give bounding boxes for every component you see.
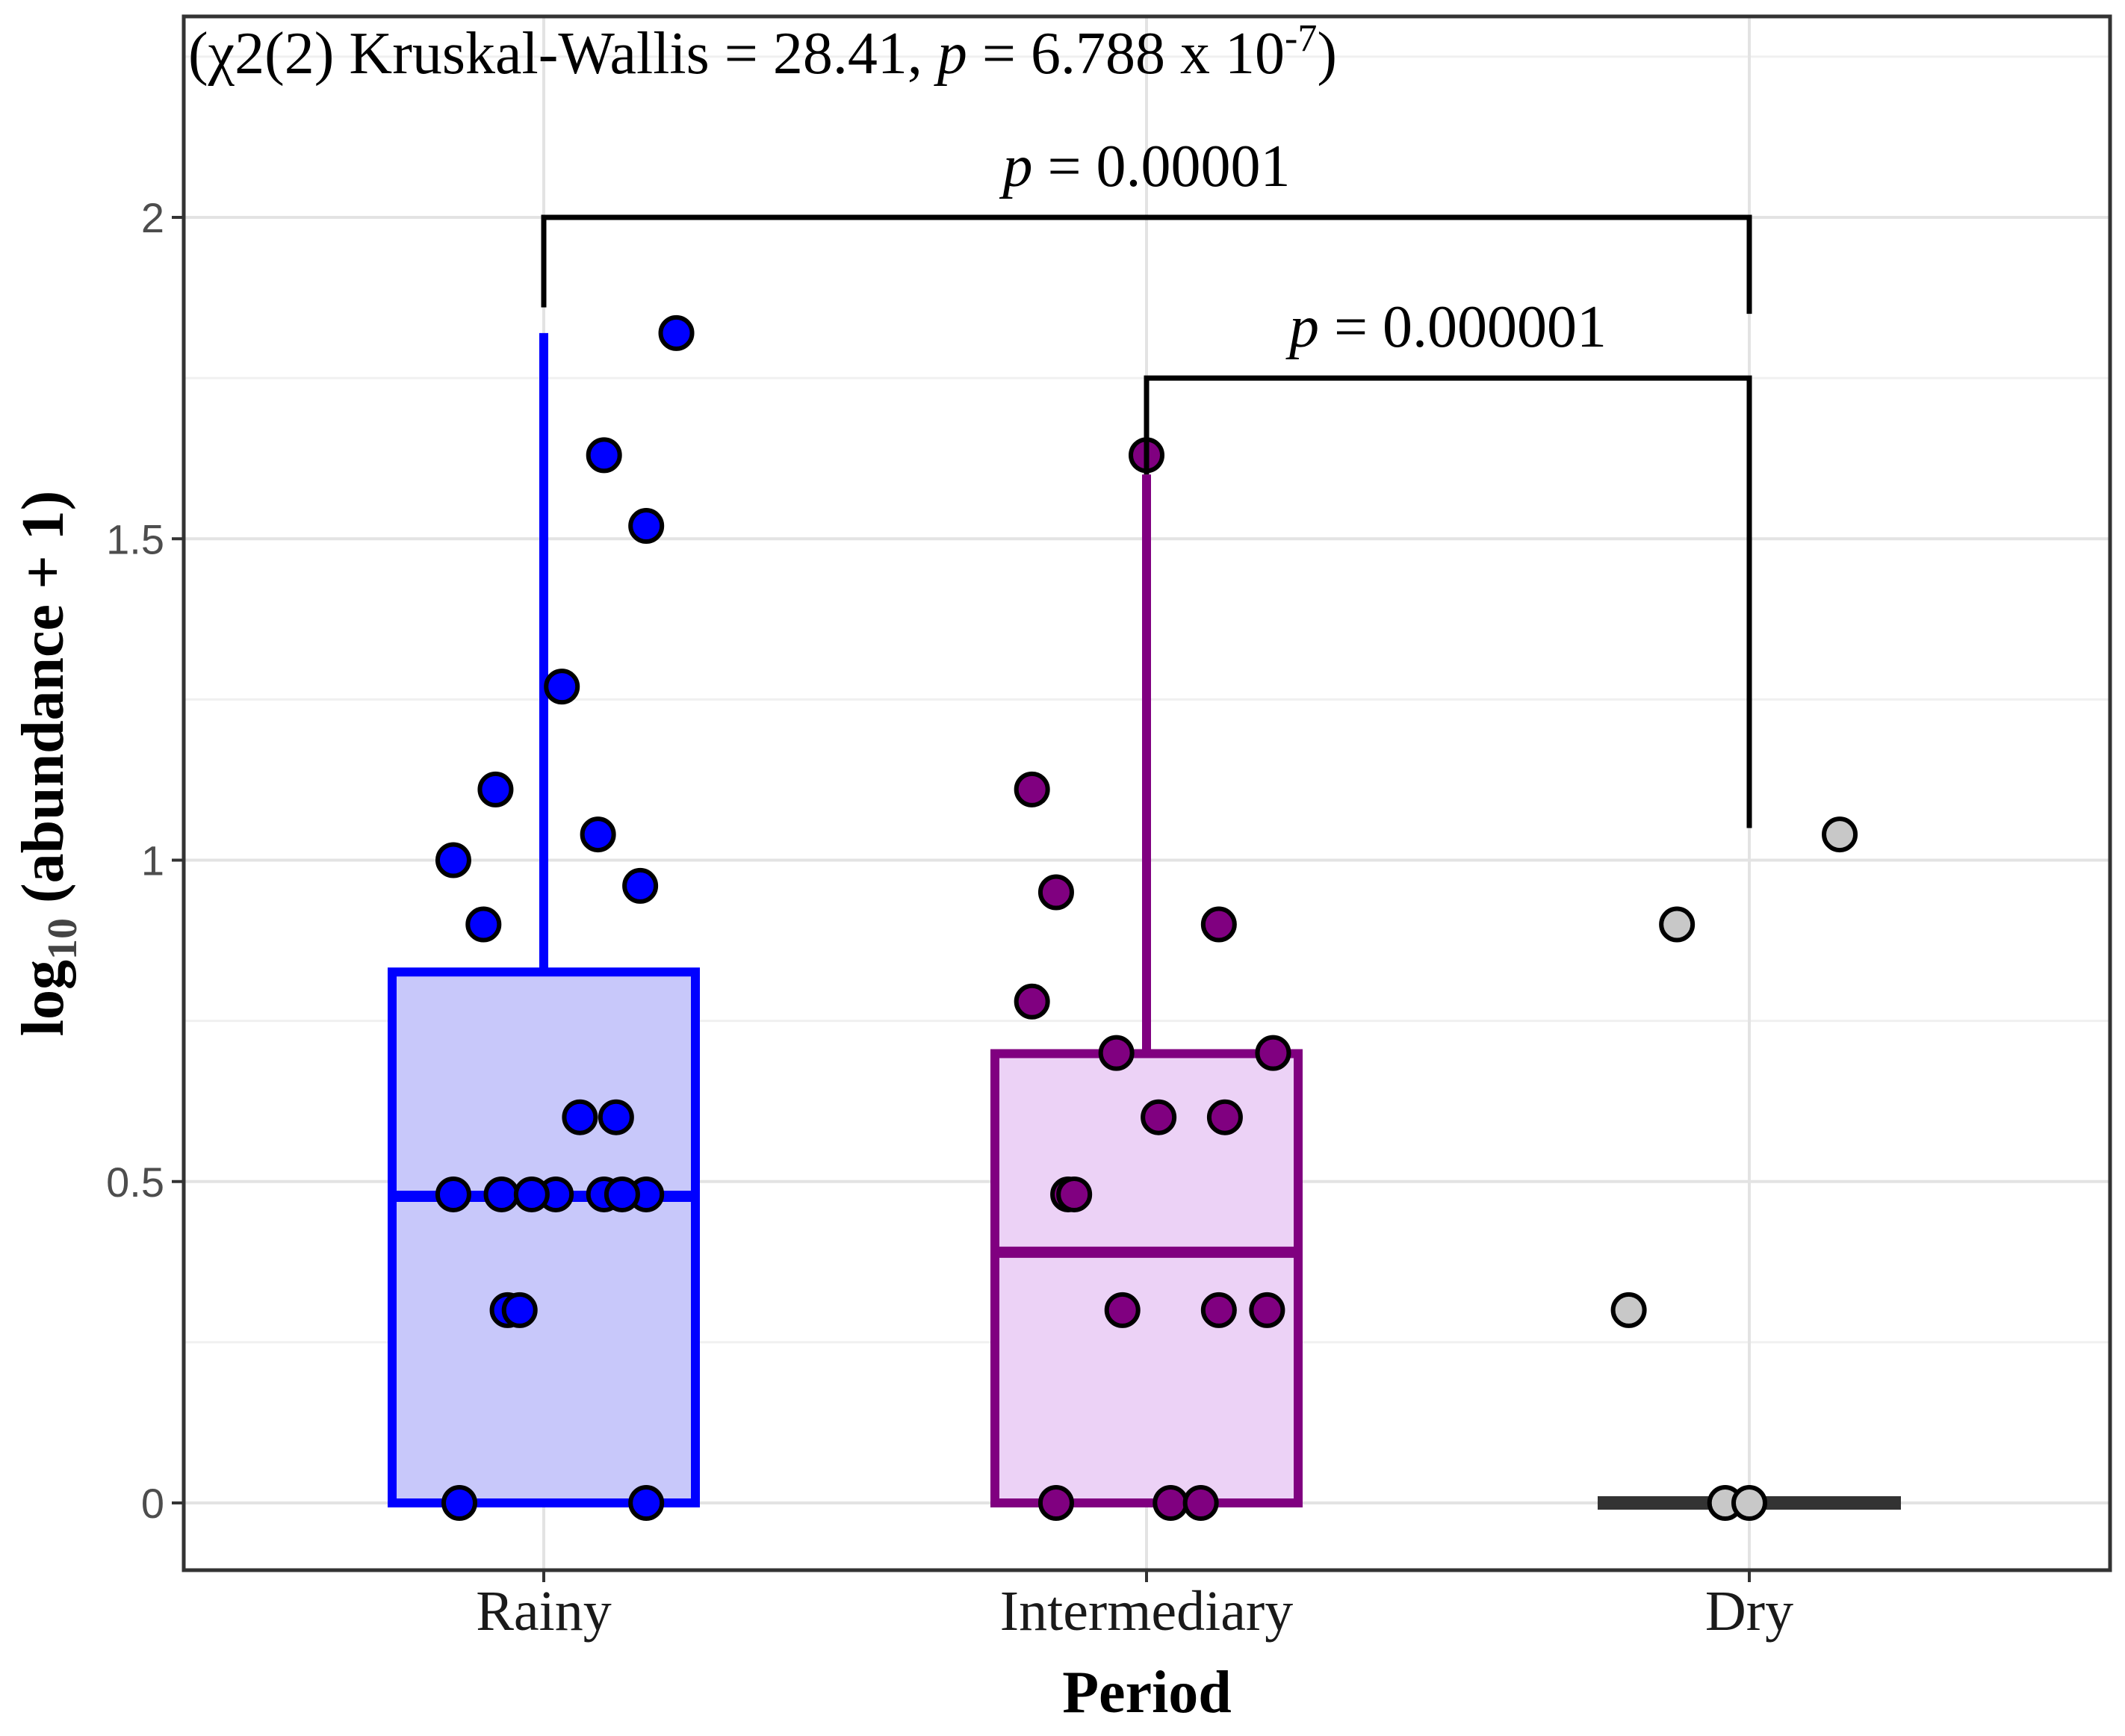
box xyxy=(388,967,700,1508)
bracket-line xyxy=(1144,375,1752,828)
data-point xyxy=(1659,906,1696,943)
data-point xyxy=(622,867,659,904)
y-tick-label: 0.5 xyxy=(106,1159,164,1206)
data-point xyxy=(1141,1099,1177,1135)
kruskal-open: (χ2(2) Kruskal-Wallis = 28.41, xyxy=(188,21,937,87)
bracket-rainy-dry-p-symbol: p xyxy=(999,134,1032,199)
data-point xyxy=(1610,1292,1647,1328)
x-tick-label: Rainy xyxy=(476,1580,612,1643)
kruskal-close: ) xyxy=(1317,21,1337,87)
x-tick-label: Intermediary xyxy=(1000,1580,1293,1643)
data-point xyxy=(1098,1035,1135,1071)
data-point xyxy=(441,1485,478,1521)
data-point xyxy=(1731,1485,1767,1521)
data-point xyxy=(604,1176,640,1212)
points-dry xyxy=(1610,816,1858,1521)
data-point xyxy=(435,1176,471,1212)
bracket-rainy-dry-p-value: = 0.00001 xyxy=(1032,134,1290,199)
data-point xyxy=(477,771,514,807)
data-points xyxy=(435,314,1858,1521)
significance-brackets xyxy=(541,214,1752,828)
data-point xyxy=(1182,1485,1219,1521)
data-point xyxy=(598,1099,634,1135)
data-point xyxy=(1014,983,1050,1020)
y-axis-title-prefix: log xyxy=(10,960,76,1036)
data-point xyxy=(435,842,471,878)
data-point xyxy=(1200,1292,1237,1328)
y-tick-label: 2 xyxy=(141,194,164,241)
data-point xyxy=(1255,1035,1291,1071)
x-tick-label: Dry xyxy=(1705,1580,1793,1643)
y-tick-label: 1 xyxy=(141,837,164,884)
kruskal-mid: = 6.788 x 10 xyxy=(967,21,1285,87)
points-rainy xyxy=(435,314,695,1521)
data-point xyxy=(513,1176,550,1212)
data-point xyxy=(465,906,502,943)
boxplot-rainy xyxy=(388,332,700,1508)
y-tick-label: 1.5 xyxy=(106,515,164,562)
data-point xyxy=(628,1485,665,1521)
data-point xyxy=(1056,1176,1093,1212)
data-point xyxy=(1153,1485,1189,1521)
data-point xyxy=(1037,1485,1074,1521)
data-point xyxy=(1037,874,1074,911)
y-axis-ticks: 0 0.5 1 1.5 2 xyxy=(106,194,184,1527)
bracket-rainy-dry-label: p = 0.00001 xyxy=(999,134,1290,199)
kruskal-p-symbol: p xyxy=(934,21,967,87)
data-point xyxy=(628,508,665,545)
data-point xyxy=(1822,816,1858,853)
y-axis-title-subscript: 10 xyxy=(40,918,86,960)
data-point xyxy=(1014,771,1050,807)
y-axis-title-suffix: (abundance + 1) xyxy=(10,491,76,918)
x-axis-title: Period xyxy=(1062,1660,1232,1726)
data-point xyxy=(580,816,616,853)
data-point xyxy=(1200,906,1237,943)
data-point xyxy=(501,1292,538,1328)
bracket-intermediary-dry-p-value: = 0.000001 xyxy=(1319,294,1607,360)
data-point xyxy=(1104,1292,1141,1328)
data-point xyxy=(1249,1292,1285,1328)
bracket-intermediary-dry-p-symbol: p xyxy=(1285,294,1319,360)
y-tick-label: 0 xyxy=(141,1480,164,1527)
kruskal-wallis-annotation: (χ2(2) Kruskal-Wallis = 28.41, p = 6.788… xyxy=(188,17,1337,87)
bracket-line xyxy=(541,214,1752,314)
kruskal-exponent: -7 xyxy=(1285,17,1317,60)
data-point xyxy=(586,437,622,474)
data-point xyxy=(562,1099,598,1135)
y-axis-title: log10 (abundance + 1) xyxy=(10,491,86,1037)
data-point xyxy=(544,669,580,705)
x-axis-ticks: Rainy Intermediary Dry xyxy=(476,1570,1793,1643)
bracket-intermediary-dry-label: p = 0.000001 xyxy=(1285,294,1607,360)
data-point xyxy=(483,1176,520,1212)
points-intermediary xyxy=(1014,437,1291,1521)
data-point xyxy=(658,314,695,351)
data-point xyxy=(1206,1099,1243,1135)
